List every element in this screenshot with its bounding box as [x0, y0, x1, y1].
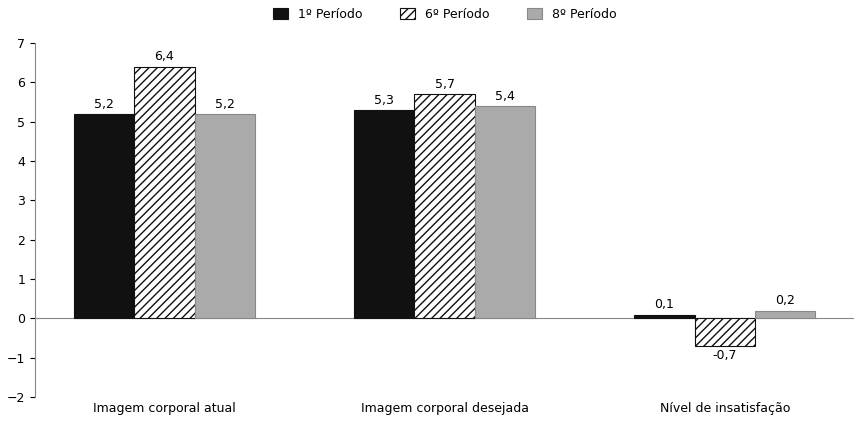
- Text: 5,2: 5,2: [214, 97, 235, 111]
- Text: 5,2: 5,2: [94, 97, 114, 111]
- Bar: [195, 114, 255, 319]
- Text: 5,4: 5,4: [495, 90, 515, 103]
- Text: 0,1: 0,1: [654, 298, 674, 311]
- Bar: [474, 106, 535, 319]
- Bar: [755, 311, 815, 319]
- Bar: [414, 94, 474, 319]
- Text: -0,7: -0,7: [713, 349, 737, 362]
- Legend: 1º Período, 6º Período, 8º Período: 1º Período, 6º Período, 8º Período: [268, 3, 622, 26]
- Bar: [695, 319, 755, 346]
- Text: 0,2: 0,2: [775, 295, 795, 308]
- Bar: [74, 114, 134, 319]
- Text: 5,7: 5,7: [435, 78, 455, 91]
- Text: 5,3: 5,3: [375, 94, 394, 107]
- Bar: [134, 67, 195, 319]
- Text: 6,4: 6,4: [154, 50, 174, 63]
- Bar: [635, 314, 695, 319]
- Bar: [354, 110, 414, 319]
